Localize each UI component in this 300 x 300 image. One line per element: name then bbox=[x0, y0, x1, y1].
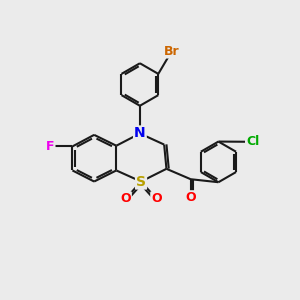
Text: N: N bbox=[134, 127, 146, 140]
Text: F: F bbox=[46, 140, 55, 153]
Text: O: O bbox=[120, 192, 131, 206]
Text: Br: Br bbox=[164, 44, 180, 58]
Text: S: S bbox=[136, 175, 146, 188]
Text: O: O bbox=[185, 191, 196, 204]
Text: Cl: Cl bbox=[246, 135, 259, 148]
Text: O: O bbox=[151, 192, 162, 206]
